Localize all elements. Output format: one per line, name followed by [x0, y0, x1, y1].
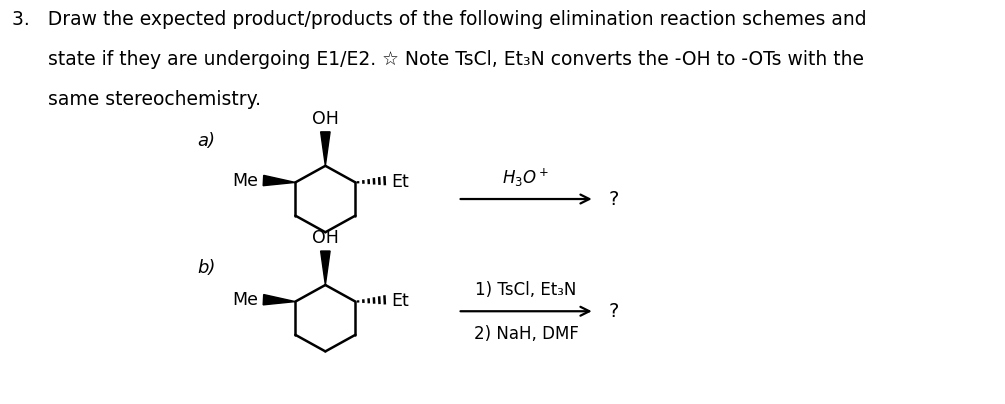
Text: 3.   Draw the expected product/products of the following elimination reaction sc: 3. Draw the expected product/products of…: [12, 11, 867, 29]
Text: 1) TsCl, Et₃N: 1) TsCl, Et₃N: [475, 281, 577, 299]
Polygon shape: [263, 175, 295, 186]
Text: same stereochemistry.: same stereochemistry.: [12, 90, 261, 109]
Text: Me: Me: [232, 172, 258, 189]
Text: OH: OH: [312, 110, 339, 128]
Text: b): b): [198, 259, 216, 277]
Text: $H_3O^+$: $H_3O^+$: [502, 167, 550, 189]
Text: Et: Et: [391, 292, 409, 310]
Text: Et: Et: [391, 173, 409, 191]
Text: ?: ?: [608, 302, 619, 321]
Text: ?: ?: [608, 189, 619, 208]
Polygon shape: [321, 251, 330, 285]
Polygon shape: [321, 132, 330, 166]
Text: Me: Me: [232, 291, 258, 309]
Text: 2) NaH, DMF: 2) NaH, DMF: [473, 325, 579, 343]
Text: OH: OH: [312, 229, 339, 247]
Polygon shape: [263, 295, 295, 305]
Text: state if they are undergoing E1/E2. ☆ Note TsCl, Et₃N converts the -OH to -OTs w: state if they are undergoing E1/E2. ☆ No…: [12, 50, 864, 69]
Text: a): a): [198, 133, 216, 150]
